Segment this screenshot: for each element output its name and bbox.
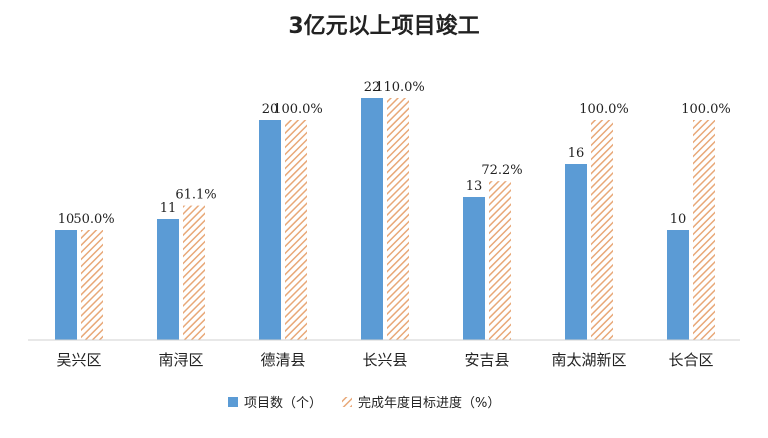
data-label-project-count: 10 [670, 212, 687, 227]
bar-target-progress [81, 230, 103, 340]
data-label-project-count: 20 [262, 102, 279, 117]
data-label-target-progress: 110.0% [375, 80, 425, 95]
legend-swatch-project-count [228, 397, 238, 407]
x-tick-label: 长兴县 [362, 351, 407, 369]
data-label-project-count: 11 [160, 201, 177, 216]
x-tick-label: 南太湖新区 [551, 351, 626, 369]
x-tick-label: 吴兴区 [56, 351, 101, 369]
bar-project-count [157, 219, 179, 340]
data-label-target-progress: 100.0% [273, 102, 323, 117]
x-tick-label: 德清县 [260, 351, 305, 369]
x-tick-label: 安吉县 [464, 351, 509, 369]
data-label-project-count: 16 [568, 146, 585, 161]
bar-target-progress [183, 205, 205, 340]
data-label-target-progress: 61.1% [175, 188, 216, 203]
data-label-project-count: 22 [364, 80, 381, 95]
data-label-project-count: 13 [466, 179, 483, 194]
bar-target-progress [489, 181, 511, 340]
chart-title: 3亿元以上项目竣工 [288, 14, 480, 39]
bar-project-count [463, 197, 485, 340]
bar-project-count [259, 120, 281, 340]
legend-label-target-progress: 完成年度目标进度（%） [358, 395, 500, 411]
bar-project-count [565, 164, 587, 340]
data-label-target-progress: 100.0% [579, 102, 629, 117]
bar-target-progress [693, 120, 715, 340]
legend-label-project-count: 项目数（个） [244, 396, 322, 411]
data-label-target-progress: 72.2% [481, 163, 522, 178]
bar-project-count [361, 98, 383, 340]
data-label-project-count: 10 [58, 212, 75, 227]
bar-target-progress [285, 120, 307, 340]
bar-target-progress [591, 120, 613, 340]
x-tick-label: 南浔区 [158, 351, 203, 369]
legend-swatch-target-progress [342, 397, 352, 407]
x-tick-label: 长合区 [668, 351, 713, 369]
data-label-target-progress: 50.0% [73, 212, 114, 227]
data-label-target-progress: 100.0% [681, 102, 731, 117]
bar-project-count [55, 230, 77, 340]
bar-project-count [667, 230, 689, 340]
bar-target-progress [387, 98, 409, 340]
